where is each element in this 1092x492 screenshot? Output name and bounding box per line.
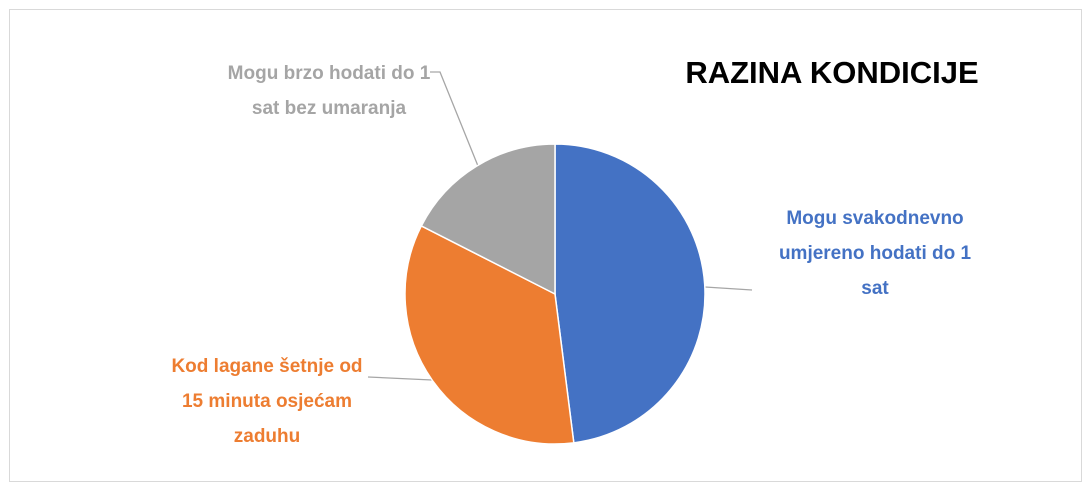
leader-line [704,286,753,291]
slice-label: Kod lagane šetnje od 15 minuta osjećam z… [171,356,363,447]
pie [404,143,706,445]
pie-slice [420,143,556,296]
leader-line [430,71,479,167]
pie-slice [554,143,706,444]
chart-title: RAZINA KONDICIJE [685,55,979,90]
leader-line [367,376,433,381]
pie-slice [404,224,575,445]
slice-label: Mogu svakodnevno umjereno hodati do 1 sa… [778,208,972,299]
slice-label: Mogu brzo hodati do 1 sat bez umaranja [227,63,431,119]
